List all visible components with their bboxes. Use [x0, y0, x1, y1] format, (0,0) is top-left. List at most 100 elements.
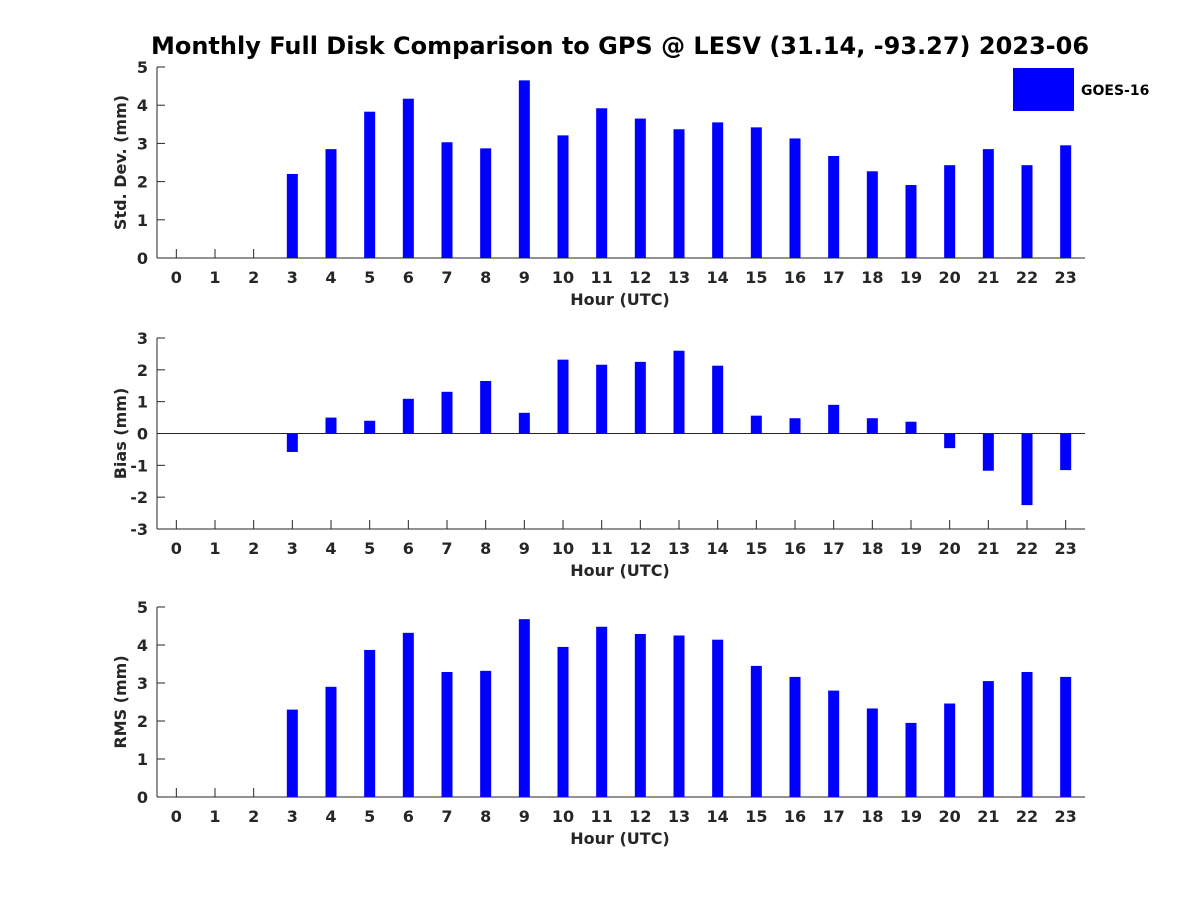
x-tick-label: 13	[668, 807, 690, 826]
x-tick-label: 1	[209, 539, 220, 558]
x-tick-label: 16	[784, 268, 806, 287]
y-tick-label: 5	[137, 598, 148, 617]
y-tick-label: 5	[137, 58, 148, 77]
bar-hour-7	[441, 391, 453, 434]
bar-hour-12	[634, 361, 646, 434]
y-tick-label: -2	[130, 488, 148, 507]
x-tick-label: 14	[707, 539, 729, 558]
bar-hour-9	[518, 80, 530, 259]
bar-hour-3	[286, 709, 298, 797]
x-tick-label: 21	[977, 539, 999, 558]
x-tick-label: 1	[209, 268, 220, 287]
x-tick-label: 4	[325, 807, 336, 826]
x-tick-label: 19	[900, 539, 922, 558]
x-tick-label: 17	[823, 268, 845, 287]
x-tick-label: 2	[248, 539, 259, 558]
x-tick-label: 3	[287, 268, 298, 287]
x-tick-label: 13	[668, 268, 690, 287]
bar-hour-12	[634, 633, 646, 797]
x-tick-label: 16	[784, 807, 806, 826]
x-tick-label: 5	[364, 539, 375, 558]
bar-hour-4	[325, 149, 337, 258]
x-tick-label: 14	[707, 268, 729, 287]
bar-hour-18	[866, 418, 878, 434]
y-tick-label: 0	[137, 249, 148, 268]
x-tick-label: 6	[403, 268, 414, 287]
bar-hour-20	[944, 703, 956, 797]
y-tick-label: 2	[137, 712, 148, 731]
x-tick-label: 12	[629, 268, 651, 287]
x-tick-label: 23	[1055, 807, 1077, 826]
bar-hour-8	[480, 670, 492, 797]
x-tick-label: 0	[171, 268, 182, 287]
x-tick-label: 10	[552, 807, 574, 826]
x-tick-label: 8	[480, 807, 491, 826]
bar-hour-13	[673, 129, 685, 258]
x-tick-label: 21	[977, 268, 999, 287]
y-tick-label: 1	[137, 393, 148, 412]
bar-hour-22	[1021, 433, 1033, 506]
x-tick-label: 7	[441, 539, 452, 558]
x-tick-label: 11	[591, 807, 613, 826]
bar-hour-18	[866, 171, 878, 258]
bar-hour-17	[828, 690, 840, 797]
bar-hour-12	[634, 118, 646, 258]
x-tick-label: 20	[939, 268, 961, 287]
x-tick-label: 22	[1016, 539, 1038, 558]
y-tick-label: 3	[137, 134, 148, 153]
bar-hour-11	[596, 108, 608, 258]
bar-hour-17	[828, 156, 840, 258]
x-tick-label: 20	[939, 539, 961, 558]
x-tick-label: 20	[939, 807, 961, 826]
y-tick-label: -3	[130, 520, 148, 539]
x-tick-label: 23	[1055, 268, 1077, 287]
bar-hour-14	[712, 365, 724, 434]
x-tick-label: 18	[861, 268, 883, 287]
y-tick-label: 0	[137, 425, 148, 444]
x-tick-label: 21	[977, 807, 999, 826]
bar-hour-22	[1021, 671, 1033, 797]
x-tick-label: 9	[519, 539, 530, 558]
x-tick-label: 5	[364, 807, 375, 826]
bar-hour-17	[828, 404, 840, 434]
x-tick-label: 15	[745, 268, 767, 287]
x-tick-label: 6	[403, 807, 414, 826]
bar-hour-13	[673, 350, 685, 434]
bar-hour-23	[1060, 145, 1072, 258]
x-tick-label: 4	[325, 268, 336, 287]
x-tick-label: 12	[629, 539, 651, 558]
bar-hour-11	[596, 364, 608, 434]
bar-hour-22	[1021, 165, 1033, 258]
x-tick-label: 7	[441, 807, 452, 826]
bar-hour-10	[557, 135, 569, 258]
x-axis-label: Hour (UTC)	[570, 829, 670, 848]
bar-hour-6	[402, 98, 414, 259]
bar-hour-5	[364, 111, 376, 258]
bar-hour-11	[596, 626, 608, 797]
x-tick-label: 4	[325, 539, 336, 558]
x-tick-label: 10	[552, 539, 574, 558]
y-tick-label: 1	[137, 750, 148, 769]
x-tick-label: 23	[1055, 539, 1077, 558]
legend-label: GOES-16	[1081, 83, 1149, 99]
chart-title: Monthly Full Disk Comparison to GPS @ LE…	[151, 32, 1089, 60]
bar-hour-7	[441, 671, 453, 797]
x-tick-label: 1	[209, 807, 220, 826]
x-tick-label: 18	[861, 807, 883, 826]
x-tick-label: 13	[668, 539, 690, 558]
x-tick-label: 17	[823, 539, 845, 558]
x-tick-label: 3	[287, 539, 298, 558]
x-tick-label: 8	[480, 268, 491, 287]
x-tick-label: 2	[248, 807, 259, 826]
y-axis-label: RMS (mm)	[111, 655, 130, 748]
y-tick-label: 1	[137, 211, 148, 230]
bar-hour-16	[789, 138, 801, 258]
bar-hour-16	[789, 676, 801, 797]
x-tick-label: 8	[480, 539, 491, 558]
x-tick-label: 0	[171, 539, 182, 558]
x-tick-label: 9	[519, 807, 530, 826]
bar-hour-10	[557, 646, 569, 797]
